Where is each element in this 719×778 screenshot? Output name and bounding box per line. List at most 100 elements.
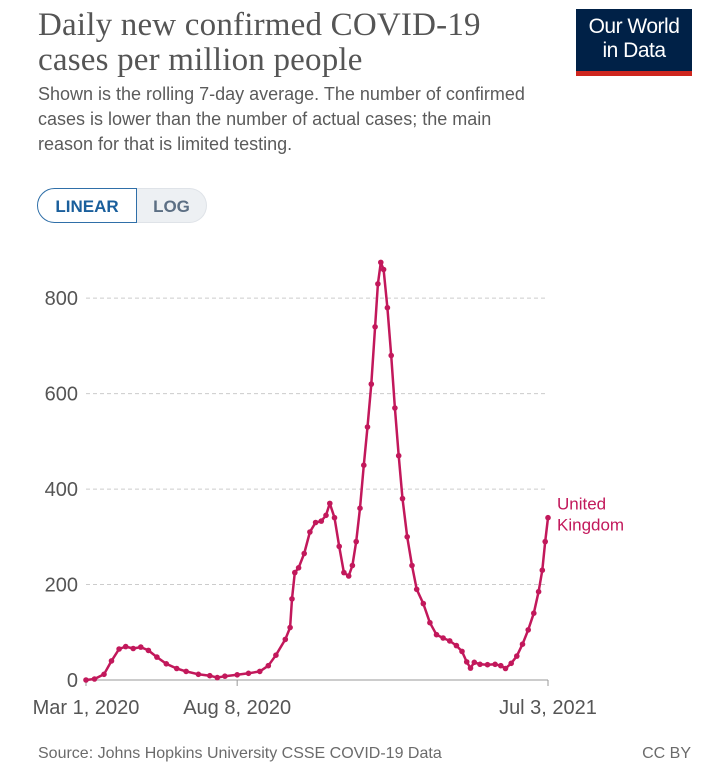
- axes: 0 200 400 600 800 Mar 1, 2020 Aug 8, 2020 Jul 3…: [33, 288, 597, 719]
- labels: United Kingdom: [557, 495, 624, 535]
- data-point: [273, 652, 279, 658]
- x-tick-label: Aug 8, 2020: [183, 697, 291, 719]
- data-point: [349, 562, 356, 569]
- data-point: [108, 658, 115, 664]
- data-point: [531, 610, 537, 616]
- chart-title: Daily new confirmed COVID-19 cases per m…: [38, 7, 481, 78]
- logo-line-2: in Data: [602, 39, 666, 62]
- data-point: [368, 381, 375, 387]
- data-point: [433, 631, 440, 638]
- data-point: [364, 424, 371, 430]
- data-point: [427, 619, 433, 626]
- data-point: [395, 452, 402, 459]
- data-point: [307, 529, 313, 535]
- data-point: [463, 659, 470, 665]
- series-layer: [83, 259, 551, 683]
- logo-line-1: Our World: [588, 15, 680, 38]
- data-point: [484, 661, 491, 668]
- data-point: [295, 565, 302, 571]
- data-point: [154, 654, 160, 660]
- data-point: [289, 596, 295, 602]
- source-note[interactable]: Source: Johns Hopkins University CSSE CO…: [38, 745, 442, 762]
- data-point: [535, 588, 542, 595]
- data-point: [130, 645, 136, 652]
- data-point: [453, 642, 460, 649]
- data-point: [378, 259, 384, 266]
- data-point: [163, 661, 170, 667]
- data-point: [375, 281, 381, 287]
- data-point: [245, 670, 252, 677]
- series-label: Kingdom: [557, 516, 624, 535]
- series-label: United: [557, 495, 606, 514]
- data-point: [122, 643, 129, 650]
- data-point: [502, 665, 509, 672]
- y-tick-label: 400: [45, 479, 78, 501]
- data-point: [173, 665, 180, 672]
- data-point: [446, 638, 453, 644]
- data-point: [292, 569, 298, 576]
- data-point: [341, 569, 347, 576]
- y-tick-label: 0: [67, 670, 78, 692]
- y-tick-label: 600: [45, 384, 78, 406]
- data-point: [459, 648, 465, 655]
- data-point: [257, 668, 263, 675]
- data-point: [399, 495, 406, 502]
- x-tick-label: Jul 3, 2021: [499, 697, 597, 719]
- data-point: [222, 673, 228, 679]
- data-point: [545, 514, 551, 521]
- data-point: [345, 573, 352, 579]
- data-point: [372, 324, 378, 330]
- data-point: [323, 512, 329, 519]
- data-point: [265, 662, 272, 669]
- data-point: [409, 562, 415, 569]
- license-note[interactable]: CC BY: [642, 745, 691, 762]
- data-point: [508, 660, 514, 667]
- data-point: [525, 627, 531, 633]
- data-point: [327, 500, 333, 507]
- log-scale-button[interactable]: LOG: [137, 188, 207, 223]
- data-point: [413, 586, 420, 593]
- data-point: [83, 677, 89, 683]
- series-line-0: [85, 261, 550, 682]
- owid-logo[interactable]: Our World in Data: [576, 9, 692, 76]
- data-point: [467, 665, 474, 671]
- data-point: [498, 662, 504, 669]
- data-point: [301, 550, 308, 557]
- data-point: [477, 661, 483, 668]
- chart-subtitle: Shown is the rolling 7-day average. The …: [38, 84, 525, 154]
- linear-scale-button[interactable]: LINEAR: [37, 188, 137, 223]
- line-chart: 0 200 400 600 800 Mar 1, 2020 Aug 8, 2020 Jul 3…: [33, 259, 624, 719]
- data-point: [331, 514, 338, 521]
- data-point: [353, 538, 360, 545]
- data-point: [392, 405, 398, 411]
- data-point: [336, 543, 343, 550]
- data-point: [91, 676, 98, 682]
- data-point: [519, 641, 526, 647]
- data-point: [207, 672, 213, 679]
- data-point: [440, 635, 446, 641]
- data-point: [380, 266, 387, 273]
- data-point: [214, 674, 221, 681]
- data-point: [357, 505, 363, 512]
- data-point: [388, 352, 395, 359]
- data-point: [312, 519, 319, 526]
- data-point: [195, 671, 202, 678]
- data-point: [101, 671, 107, 678]
- data-point: [404, 534, 411, 540]
- data-point: [318, 518, 325, 524]
- data-point: [145, 647, 152, 654]
- x-tick-label: Mar 1, 2020: [33, 697, 140, 719]
- y-tick-label: 200: [45, 575, 78, 597]
- data-point: [542, 538, 548, 545]
- data-point: [384, 304, 391, 311]
- data-point: [539, 567, 546, 573]
- grid-lines: [86, 297, 548, 586]
- y-tick-label: 800: [45, 288, 78, 310]
- data-point: [282, 636, 289, 643]
- data-point: [420, 600, 427, 607]
- data-point: [492, 661, 498, 668]
- data-point: [514, 653, 520, 659]
- scale-toggle: LINEAR LOG: [37, 188, 207, 223]
- data-point: [183, 668, 189, 675]
- data-point: [116, 646, 122, 652]
